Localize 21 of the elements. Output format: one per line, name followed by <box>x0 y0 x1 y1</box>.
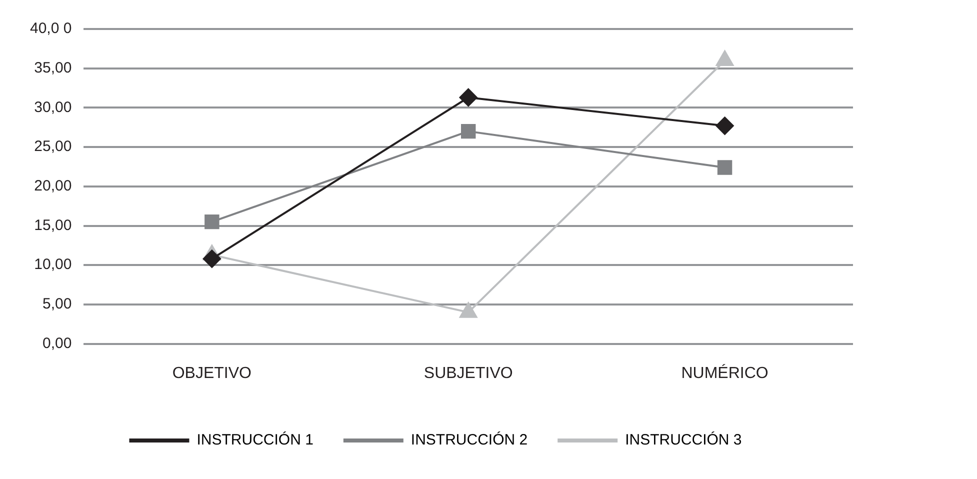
y-tick-label: 10,00 <box>34 256 72 274</box>
point <box>202 250 221 268</box>
x-tick-label: NUMÉRICO <box>681 364 768 382</box>
point <box>204 214 220 230</box>
legend-label: INSTRUCCIÓN 1 <box>196 430 314 449</box>
point <box>717 160 732 175</box>
legend-label: INSTRUCCIÓN 3 <box>625 430 742 449</box>
y-tick-label: 20,00 <box>34 178 72 195</box>
y-tick-label: 35,00 <box>34 59 72 76</box>
x-tick-label: SUBJETIVO <box>424 364 513 382</box>
y-tick-label: 15,00 <box>34 216 72 234</box>
y-tick-label: 40,0 0 <box>30 20 72 38</box>
y-tick-label: 25,00 <box>34 138 72 156</box>
point <box>460 124 476 139</box>
y-tick-label: 0,00 <box>42 334 72 352</box>
point <box>716 116 734 135</box>
legend-label: INSTRUCCIÓN 2 <box>410 430 528 449</box>
x-tick-label: OBJETIVO <box>172 364 252 382</box>
point <box>459 88 478 106</box>
y-tick-label: 30,00 <box>34 98 72 116</box>
y-tick-label: 5,00 <box>42 296 72 313</box>
